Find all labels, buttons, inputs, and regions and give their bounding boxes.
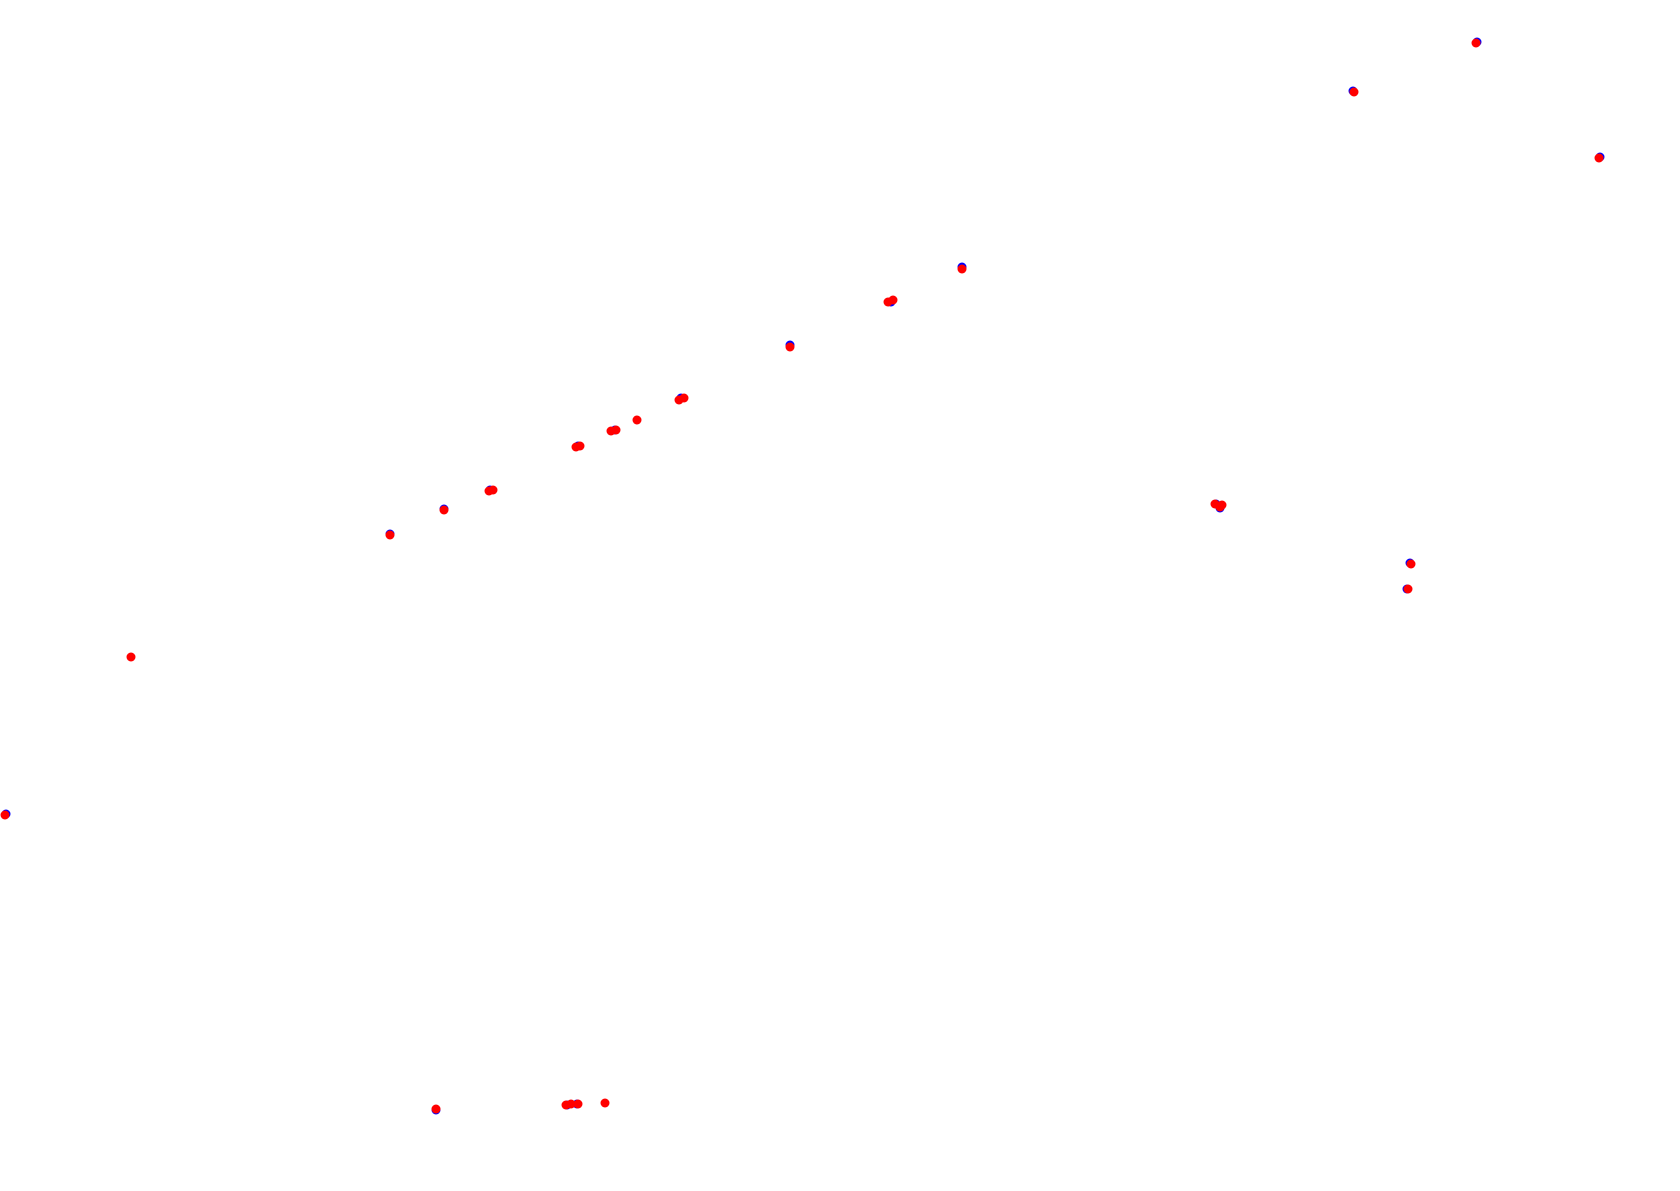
scatter-point <box>600 1098 610 1108</box>
scatter-point <box>1594 153 1604 163</box>
scatter-point <box>126 652 136 662</box>
scatter-point <box>632 415 642 425</box>
scatter-point <box>1471 38 1481 48</box>
scatter-point <box>1349 87 1359 97</box>
scatter-point <box>679 393 689 403</box>
scatter-point <box>957 264 967 274</box>
scatter-point <box>1403 584 1413 594</box>
scatter-point <box>1217 500 1227 510</box>
series-1 <box>0 38 1604 1114</box>
scatter-point <box>488 485 498 495</box>
scatter-point <box>566 1099 576 1109</box>
scatter-point <box>888 295 898 305</box>
scatter-point <box>439 505 449 515</box>
scatter-point <box>431 1104 441 1114</box>
series-layer <box>0 37 1605 1115</box>
scatter-point <box>573 1099 583 1109</box>
scatter-point <box>1406 559 1416 569</box>
scatter-point <box>575 441 585 451</box>
scatter-point <box>785 342 795 352</box>
scatter-point <box>611 425 621 435</box>
scatter-point <box>385 530 395 540</box>
scatter-point <box>0 810 10 820</box>
